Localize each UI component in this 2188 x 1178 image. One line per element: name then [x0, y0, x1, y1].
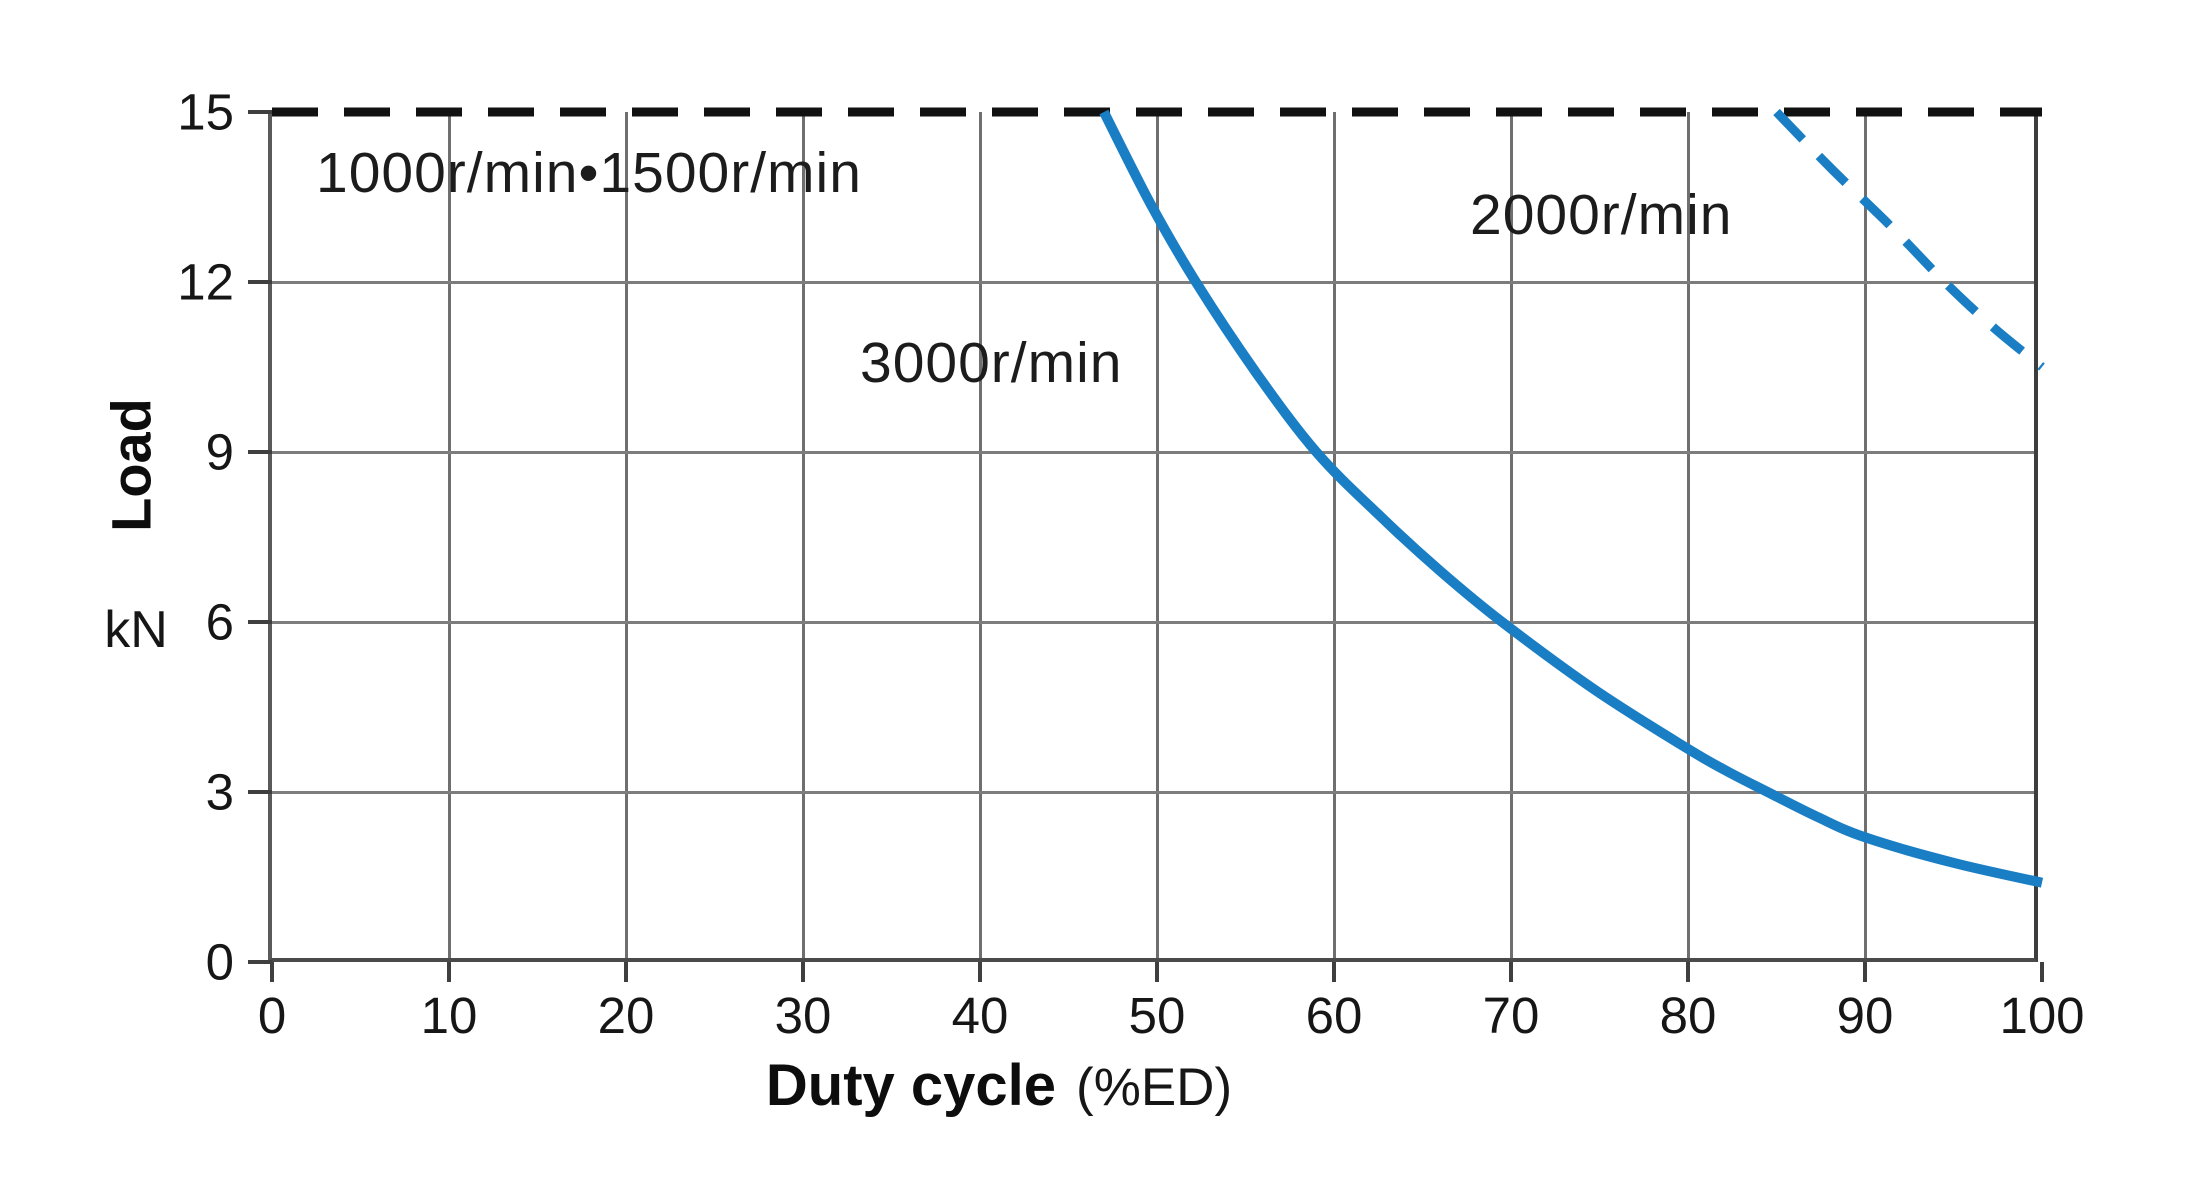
- vertical-gridline: [624, 112, 628, 958]
- y-tick: [248, 620, 272, 624]
- y-tick-label: 9: [205, 423, 234, 481]
- x-tick: [1863, 962, 1867, 982]
- x-tick: [1332, 962, 1336, 982]
- y-tick-label: 3: [205, 763, 234, 821]
- x-tick-label: 60: [1305, 987, 1363, 1044]
- vertical-gridline: [801, 112, 805, 958]
- x-tick: [978, 962, 982, 982]
- x-tick: [1155, 962, 1159, 982]
- x-tick: [2040, 962, 2044, 982]
- vertical-gridline: [1863, 112, 1867, 958]
- curve-label-3000rmin: 3000r/min: [860, 331, 1123, 395]
- x-tick: [1509, 962, 1513, 982]
- x-tick: [624, 962, 628, 982]
- vertical-gridline: [1332, 112, 1336, 958]
- x-tick-label: 20: [597, 987, 655, 1044]
- x-tick-label: 100: [1999, 987, 2085, 1044]
- y-tick: [248, 960, 272, 964]
- y-tick: [248, 280, 272, 284]
- y-tick: [248, 450, 272, 454]
- x-tick: [270, 962, 274, 982]
- y-tick-label: 15: [177, 83, 234, 141]
- x-tick-label: 0: [257, 987, 287, 1044]
- y-tick: [248, 110, 272, 114]
- horizontal-gridline: [272, 280, 2034, 284]
- y-tick-label: 12: [177, 253, 234, 311]
- x-tick: [1686, 962, 1690, 982]
- vertical-gridline: [978, 112, 982, 958]
- x-tick-label: 30: [774, 987, 832, 1044]
- curve-label-1000-1500rmin: 1000r/min•1500r/min: [316, 141, 862, 205]
- x-tick-label: 50: [1128, 987, 1186, 1044]
- x-axis-title-text: Duty cycle: [765, 1053, 1057, 1118]
- x-axis-title: Duty cycle (%ED): [766, 1052, 1232, 1119]
- vertical-gridline: [447, 112, 451, 958]
- horizontal-gridline: [272, 450, 2034, 454]
- x-axis-unit: (%ED): [1076, 1058, 1233, 1117]
- x-tick-label: 80: [1659, 987, 1717, 1044]
- curve-label-2000rmin: 2000r/min: [1470, 183, 1733, 247]
- horizontal-gridline: [272, 620, 2034, 624]
- curve-2000r-min: [1773, 108, 2045, 371]
- horizontal-gridline: [272, 790, 2034, 794]
- y-tick-label: 0: [205, 933, 234, 991]
- y-axis-unit: kN: [104, 601, 168, 659]
- x-tick-label: 70: [1482, 987, 1540, 1044]
- y-axis-title: Load: [99, 398, 163, 532]
- x-tick: [801, 962, 805, 982]
- x-tick-label: 90: [1836, 987, 1894, 1044]
- y-tick-label: 6: [205, 593, 234, 651]
- vertical-gridline: [1155, 112, 1159, 958]
- x-tick-label: 40: [951, 987, 1009, 1044]
- plot-area: 0 10 20 30 40 50 60 70 80 90 100 0 3 6 9 12 15 1000r/min…: [100, 84, 2085, 1119]
- x-tick: [447, 962, 451, 982]
- y-tick: [248, 790, 272, 794]
- x-tick-label: 10: [420, 987, 478, 1044]
